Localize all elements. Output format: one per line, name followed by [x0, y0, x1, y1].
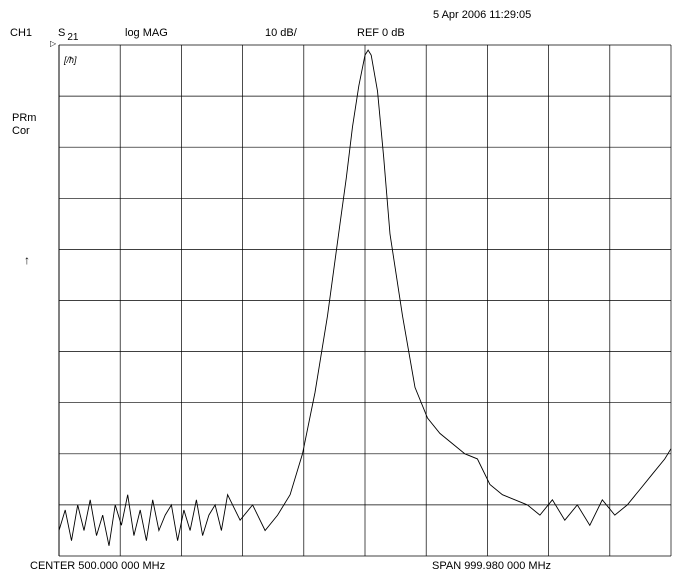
- up-arrow-icon: ↑: [24, 253, 30, 267]
- sparameter-subscript: 21: [67, 32, 79, 43]
- sparameter-name: S: [58, 27, 66, 39]
- correction-indicator: Cor: [12, 125, 30, 137]
- s21-trace: [58, 49, 672, 546]
- scale-label: 10 dB/: [265, 27, 297, 39]
- sparameter-label: S 21: [58, 27, 79, 43]
- marker-box-icon: [/ħ]: [64, 55, 77, 65]
- reference-position-icon: ▷: [50, 39, 57, 48]
- format-label: log MAG: [125, 27, 168, 39]
- center-frequency: CENTER 500.000 000 MHz: [30, 560, 166, 572]
- grid: [58, 44, 672, 557]
- prm-indicator: PRm: [12, 112, 37, 124]
- channel-label: CH1: [10, 27, 33, 39]
- reference-level-label: REF 0 dB: [357, 27, 405, 39]
- span-frequency: SPAN 999.980 000 MHz: [432, 560, 552, 572]
- timestamp: 5 Apr 2006 11:29:05: [433, 9, 532, 21]
